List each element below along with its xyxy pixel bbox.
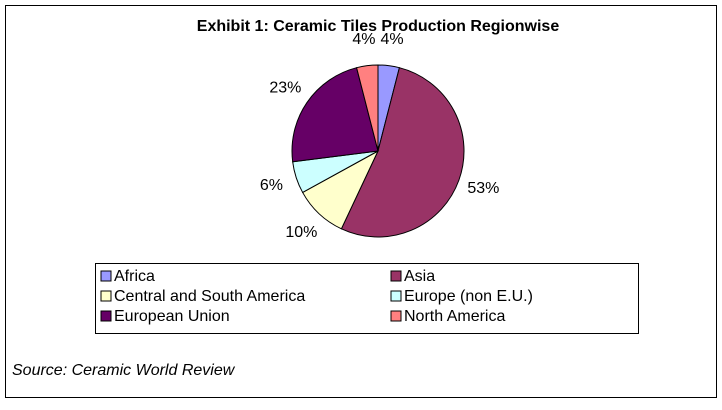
legend-label: Africa (114, 268, 155, 285)
pie-slice (291, 67, 379, 163)
data-label: 23% (269, 79, 301, 96)
data-label: 6% (260, 177, 283, 194)
legend-swatch (390, 310, 402, 322)
legend-swatch (100, 270, 112, 282)
data-label: 4% (352, 31, 375, 48)
legend-label: Central and South America (114, 288, 305, 305)
legend-box (95, 263, 639, 334)
pie-slice (356, 64, 379, 152)
legend-swatch (100, 290, 112, 302)
data-label: 4% (380, 31, 403, 48)
legend-label: Europe (non E.U.) (404, 288, 533, 305)
legend-swatch (100, 310, 112, 322)
legend-label: European Union (114, 308, 230, 325)
data-label: 10% (285, 224, 317, 241)
chart-title: Exhibit 1: Ceramic Tiles Production Regi… (197, 18, 560, 35)
legend-label: North America (404, 308, 505, 325)
pie-slice (340, 67, 465, 238)
legend-swatch (390, 270, 402, 282)
legend-label: Asia (404, 268, 435, 285)
source: Source: Ceramic World Review (12, 362, 236, 379)
data-label: 53% (467, 180, 499, 197)
legend-swatch (390, 290, 402, 302)
